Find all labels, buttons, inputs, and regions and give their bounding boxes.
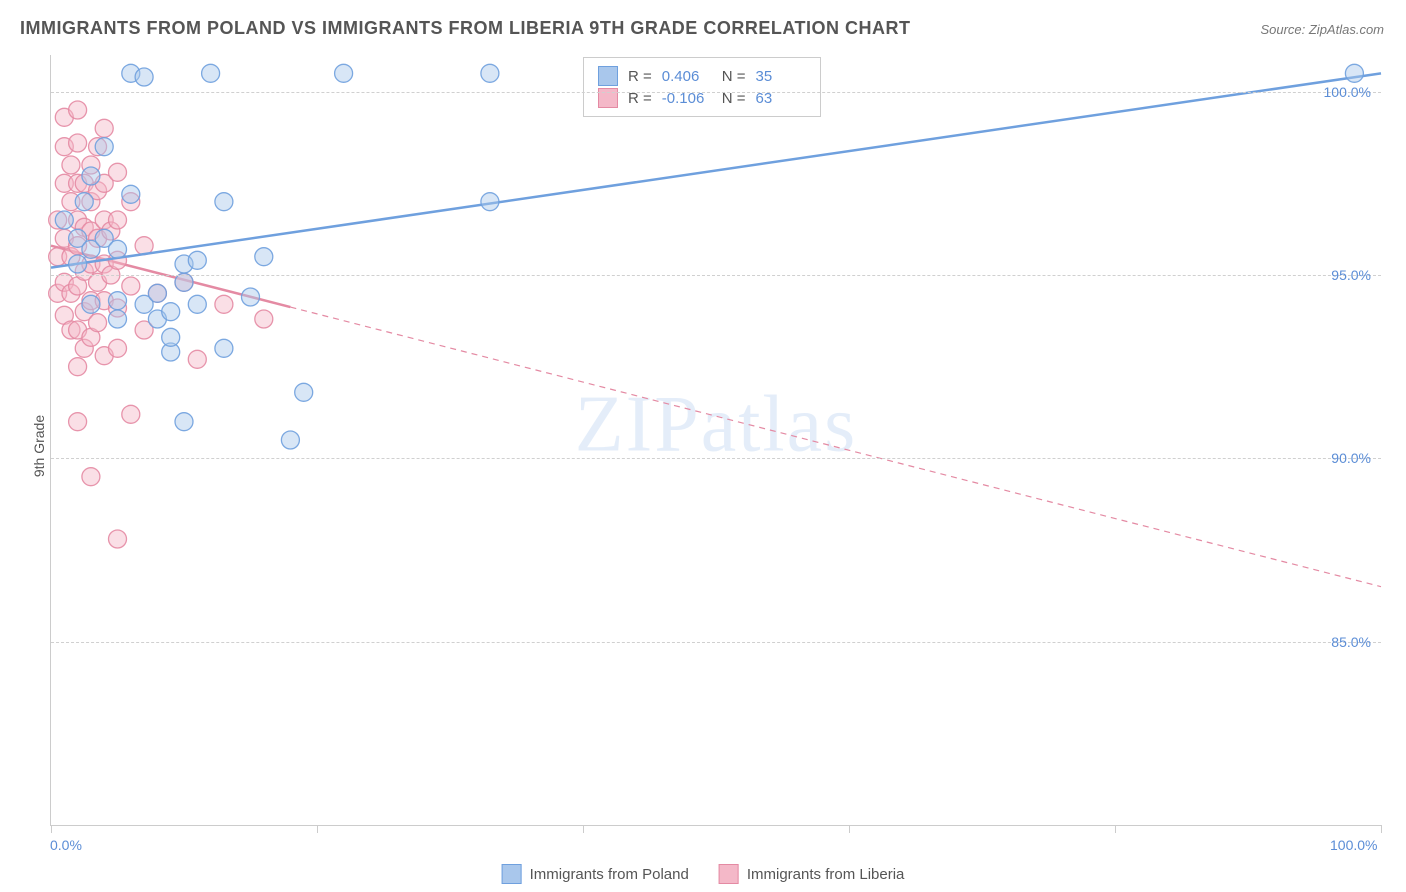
x-tick-100: 100.0%	[1330, 837, 1377, 853]
correlation-legend: R = 0.406 N = 35 R = -0.106 N = 63	[583, 57, 821, 117]
y-tick-label: 85.0%	[1331, 634, 1371, 650]
poland-n-value: 35	[756, 68, 806, 85]
swatch-liberia	[719, 864, 739, 884]
legend-label-poland: Immigrants from Poland	[530, 866, 689, 883]
legend-n-label: N =	[722, 68, 746, 85]
scatter-svg	[51, 55, 1381, 825]
x-tick	[583, 825, 584, 833]
y-tick-label: 100.0%	[1324, 84, 1371, 100]
source-attribution: Source: ZipAtlas.com	[1260, 22, 1384, 37]
gridline	[51, 642, 1381, 643]
legend-row-poland: R = 0.406 N = 35	[598, 66, 806, 86]
legend-r-label: R =	[628, 68, 652, 85]
x-tick	[849, 825, 850, 833]
y-tick-label: 90.0%	[1331, 450, 1371, 466]
x-tick-0: 0.0%	[50, 837, 82, 853]
series-legend: Immigrants from Poland Immigrants from L…	[502, 864, 905, 884]
x-tick	[1381, 825, 1382, 833]
gridline	[51, 92, 1381, 93]
swatch-poland	[502, 864, 522, 884]
legend-item-liberia: Immigrants from Liberia	[719, 864, 905, 884]
plot-area: ZIPatlas R = 0.406 N = 35 R = -0.106 N =…	[50, 55, 1381, 826]
gridline	[51, 458, 1381, 459]
y-axis-label: 9th Grade	[31, 415, 47, 477]
swatch-poland	[598, 66, 618, 86]
legend-label-liberia: Immigrants from Liberia	[747, 866, 905, 883]
chart-title: IMMIGRANTS FROM POLAND VS IMMIGRANTS FRO…	[20, 18, 910, 39]
y-tick-label: 95.0%	[1331, 267, 1371, 283]
x-tick	[1115, 825, 1116, 833]
x-tick	[317, 825, 318, 833]
legend-item-poland: Immigrants from Poland	[502, 864, 689, 884]
poland-r-value: 0.406	[662, 68, 712, 85]
x-tick	[51, 825, 52, 833]
gridline	[51, 275, 1381, 276]
